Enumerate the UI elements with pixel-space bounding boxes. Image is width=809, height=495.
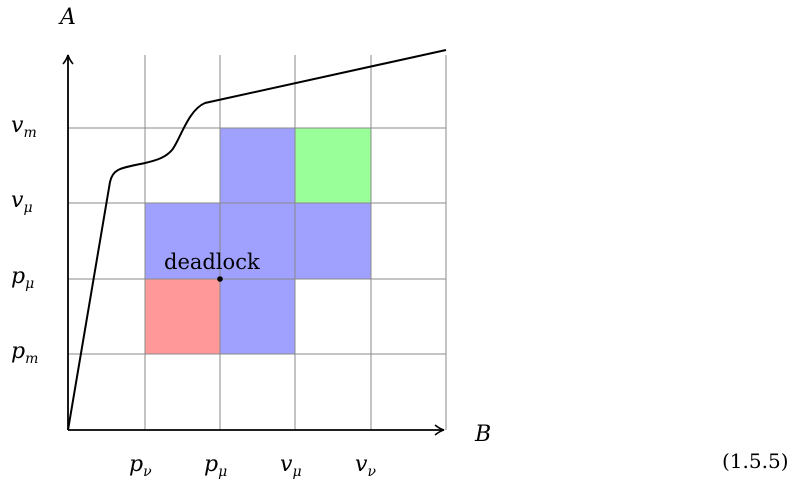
execution-path [67, 49, 447, 431]
y-tick-label: vμ [11, 188, 33, 216]
unreachable-region [295, 128, 371, 203]
x-tick-label: pν [129, 452, 152, 480]
y-axis-label: A [58, 5, 76, 30]
y-tick-label: pμ [11, 264, 34, 292]
x-tick-label: pμ [204, 452, 227, 480]
unsafe-region [145, 279, 220, 354]
grid [68, 55, 447, 430]
deadlock-label: deadlock [164, 250, 260, 274]
forbidden-region [145, 128, 371, 354]
x-axis-label: B [474, 422, 491, 447]
y-tick-label: vm [11, 113, 37, 141]
x-tick-label: vμ [280, 452, 302, 480]
y-tick-label: pm [11, 339, 38, 367]
equation-number: (1.5.5) [722, 449, 789, 473]
x-tick-label: vν [355, 452, 376, 480]
deadlock-point [217, 276, 223, 282]
